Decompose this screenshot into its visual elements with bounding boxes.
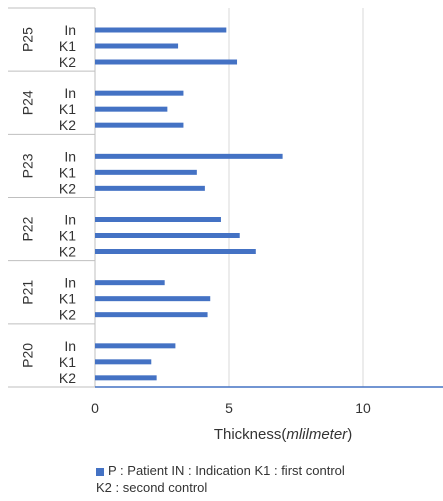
bar-label-p20-k1: K1	[59, 354, 76, 370]
x-axis-title: Thickness(mlilmeter)	[214, 426, 352, 443]
bar-p23-k2	[95, 185, 205, 191]
bar-p25-in	[95, 27, 227, 33]
bar-label-p25-k1: K1	[59, 38, 76, 54]
patient-label-p24: P24	[20, 90, 36, 115]
bar-p24-k1	[95, 106, 168, 112]
bar-label-p21-k1: K1	[59, 291, 76, 307]
bar-p25-k1	[95, 43, 179, 49]
bar-label-p21-k2: K2	[59, 307, 76, 323]
legend-line-2: K2 : second control	[96, 480, 208, 495]
bar-label-p24-k2: K2	[59, 117, 76, 133]
bar-label-p22-k1: K1	[59, 228, 76, 244]
bar-p22-in	[95, 217, 221, 222]
bar-label-p23-k1: K1	[59, 164, 76, 180]
bar-p21-k2	[95, 312, 208, 318]
bar-label-p24-k1: K1	[59, 101, 76, 117]
legend-swatch	[96, 467, 104, 476]
x-axis-unit: mlilmeter	[286, 426, 348, 443]
bar-label-p23-in: In	[64, 148, 76, 164]
bar-label-p22-in: In	[64, 212, 76, 228]
x-tick-label-10: 10	[355, 400, 371, 416]
bar-p23-k1	[95, 169, 197, 175]
patient-label-p22: P22	[20, 216, 36, 241]
bar-label-p20-in: In	[64, 338, 76, 354]
patient-label-p23: P23	[20, 153, 36, 178]
bar-p25-k2	[95, 59, 238, 65]
bar-label-p25-k2: K2	[59, 54, 76, 70]
legend-line-1: P : Patient IN : Indication K1 : first c…	[96, 462, 441, 479]
patient-label-p21: P21	[20, 280, 36, 305]
bar-p24-k2	[95, 122, 184, 128]
bar-p20-k1	[95, 359, 152, 365]
bar-label-p22-k2: K2	[59, 244, 76, 260]
bar-p20-in	[95, 343, 176, 349]
bar-p21-in	[95, 280, 165, 286]
bar-p24-in	[95, 90, 184, 96]
bar-label-p20-k2: K2	[59, 370, 76, 386]
bars	[95, 27, 283, 381]
bar-label-p24-in: In	[64, 85, 76, 101]
bar-p23-in	[95, 153, 283, 159]
bar-p22-k2	[95, 249, 256, 254]
x-tick-label-0: 0	[91, 400, 99, 416]
bar-label-p21-in: In	[64, 275, 76, 291]
bar-p22-k1	[95, 233, 240, 238]
bar-label-p23-k2: K2	[59, 180, 76, 196]
bar-label-p25-in: In	[64, 22, 76, 38]
patient-label-p20: P20	[20, 343, 36, 368]
x-tick-label-5: 5	[225, 400, 233, 416]
gridlines	[228, 8, 364, 387]
legend-text-1: P : Patient IN : Indication K1 : first c…	[108, 463, 345, 478]
group-separators	[8, 7, 96, 388]
bar-p20-k2	[95, 375, 157, 381]
bar-p21-k1	[95, 296, 211, 302]
legend: P : Patient IN : Indication K1 : first c…	[96, 462, 441, 496]
patient-label-p25: P25	[20, 27, 36, 52]
x-axis: 0 5 10	[91, 386, 443, 416]
